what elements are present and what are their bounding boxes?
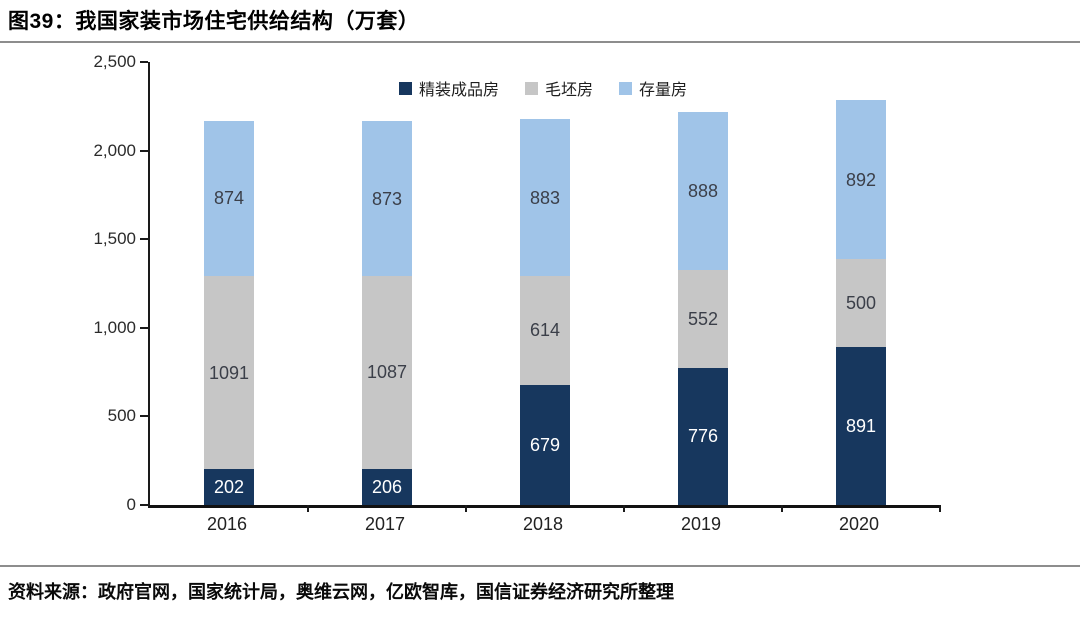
- stacked-bar-2016: 202 1091 874: [204, 121, 254, 505]
- title-divider: [0, 41, 1080, 43]
- bar-segment: 1091: [204, 275, 254, 470]
- stacked-bar-2017: 206 1087 873: [362, 121, 412, 505]
- bar-segment: 888: [678, 112, 728, 270]
- bar-segment: 552: [678, 269, 728, 368]
- x-tick-mark: [465, 505, 467, 512]
- bar-segment: 891: [836, 347, 886, 505]
- y-tick-label: 1,500: [93, 229, 136, 249]
- bar-segment: 892: [836, 100, 886, 259]
- legend-item: 存量房: [619, 76, 687, 100]
- x-axis-labels: 2016 2017 2018 2019 2020: [148, 514, 938, 538]
- legend-swatch-icon: [524, 81, 538, 95]
- stacked-bar-2018: 679 614 883: [520, 119, 570, 505]
- x-category-label: 2018: [522, 514, 564, 534]
- source-divider: [0, 565, 1080, 567]
- figure-title: 图39：我国家装市场住宅供给结构（万套）: [8, 10, 420, 33]
- x-category-label: 2016: [206, 514, 248, 534]
- bar-segment: 874: [204, 121, 254, 276]
- bar-segment: 873: [362, 121, 412, 276]
- bar-value-label: 874: [213, 188, 245, 209]
- x-category-label: 2017: [364, 514, 406, 534]
- y-tick-label: 1,000: [93, 317, 136, 337]
- legend-label: 毛坯房: [544, 82, 593, 99]
- bar-value-label: 679: [529, 434, 561, 455]
- y-tick-mark: [140, 61, 148, 63]
- bar-segment: 883: [520, 119, 570, 276]
- y-tick-mark: [140, 504, 148, 506]
- legend-label: 精装成品房: [418, 82, 499, 99]
- source-note: 资料来源：政府官网，国家统计局，奥维云网，亿欧智库，国信证券经济研究所整理: [8, 582, 674, 602]
- chart-legend: 精装成品房 毛坯房 存量房: [148, 76, 938, 100]
- x-category-label: 2020: [838, 514, 880, 534]
- legend-item: 精装成品房: [398, 76, 499, 100]
- x-category-label: 2019: [680, 514, 722, 534]
- bar-segment: 500: [836, 258, 886, 348]
- plot-area: 202 1091 874 206 1087 873 679 614 883 776 552 888 89…: [140, 61, 941, 512]
- x-tick-mark: [307, 505, 309, 512]
- bar-segment: 679: [520, 384, 570, 505]
- bar-value-label: 1091: [208, 362, 250, 383]
- bar-value-label: 891: [845, 416, 877, 437]
- x-tick-mark: [623, 505, 625, 512]
- y-axis: 0 500 1,000 1,500 2,000 2,500: [0, 52, 136, 514]
- bar-value-label: 888: [687, 181, 719, 202]
- x-tick-mark: [939, 505, 941, 512]
- bar-value-label: 614: [529, 320, 561, 341]
- legend-swatch-icon: [619, 81, 632, 95]
- bar-value-label: 873: [371, 188, 403, 209]
- bar-value-label: 892: [845, 169, 877, 190]
- y-tick-label: 2,500: [93, 52, 136, 71]
- bar-segment: 206: [362, 468, 412, 505]
- stacked-bar-2020: 891 500 892: [836, 100, 886, 505]
- legend-swatch-icon: [398, 81, 412, 95]
- bar-segment: 202: [204, 469, 254, 505]
- stacked-bar-2019: 776 552 888: [678, 112, 728, 505]
- bar-value-label: 500: [845, 292, 877, 313]
- bar-value-label: 776: [687, 426, 719, 447]
- legend-item: 毛坯房: [524, 76, 593, 100]
- bar-value-label: 1087: [366, 362, 408, 383]
- bar-segment: 1087: [362, 275, 412, 469]
- y-tick-mark: [140, 149, 148, 152]
- bar-segment: 614: [520, 275, 570, 385]
- bar-value-label: 202: [213, 477, 245, 498]
- bar-value-label: 552: [687, 308, 719, 329]
- bar-segment: 776: [678, 367, 728, 505]
- y-tick-label: 0: [126, 495, 136, 514]
- x-tick-mark: [781, 505, 783, 512]
- bar-value-label: 883: [529, 187, 561, 208]
- y-tick-label: 2,000: [93, 140, 136, 160]
- legend-label: 存量房: [639, 82, 688, 99]
- y-tick-mark: [140, 326, 148, 329]
- y-tick-mark: [140, 415, 148, 418]
- y-tick-label: 500: [107, 406, 136, 426]
- y-tick-mark: [140, 238, 148, 241]
- bar-value-label: 206: [371, 476, 403, 497]
